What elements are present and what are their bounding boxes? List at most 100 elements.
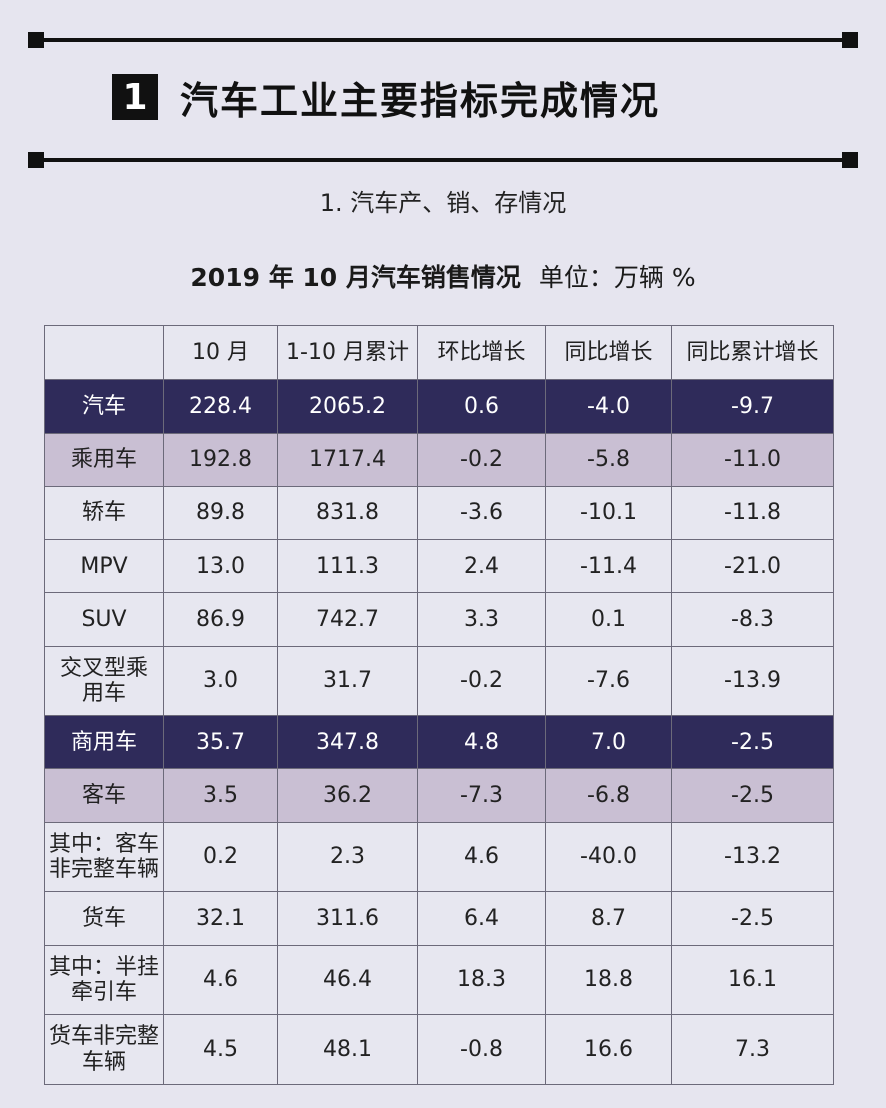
cell-yoy: 18.8 — [545, 944, 672, 1016]
row-label: 商用车 — [44, 715, 164, 770]
table-row: 汽车 228.4 2065.2 0.6 -4.0 -9.7 — [44, 379, 834, 434]
cell-yoy: 16.6 — [545, 1014, 672, 1085]
column-header: 1-10 月累计 — [277, 324, 418, 381]
cell-oct: 3.0 — [163, 645, 278, 717]
table-row: 商用车 35.7 347.8 4.8 7.0 -2.5 — [44, 715, 834, 770]
cell-oct: 192.8 — [163, 432, 278, 487]
cell-yoy-ytd: -2.5 — [671, 715, 834, 770]
cell-ytd: 311.6 — [277, 891, 418, 946]
row-label: 货车非完整 车辆 — [44, 1014, 164, 1085]
table-header-row: 10 月 1-10 月累计 环比增长 同比增长 同比累计增长 — [44, 324, 834, 381]
cell-yoy-ytd: 16.1 — [671, 944, 834, 1016]
section-heading: 1 汽车工业主要指标完成情况 — [112, 72, 661, 123]
cell-oct: 86.9 — [163, 592, 278, 647]
cell-ytd: 2065.2 — [277, 379, 418, 434]
row-label-line: 交叉型乘 — [59, 655, 148, 681]
cell-oct: 3.5 — [163, 768, 278, 823]
table-row: 其中：半挂 牵引车 4.6 46.4 18.3 18.8 16.1 — [44, 944, 834, 1016]
cell-ytd: 111.3 — [277, 539, 418, 594]
cell-mom: 0.6 — [417, 379, 546, 434]
row-label-line: 货车非完整 — [48, 1024, 159, 1050]
sales-table: 10 月 1-10 月累计 环比增长 同比增长 同比累计增长 汽车 228.4 … — [44, 324, 834, 1085]
cell-yoy-ytd: -2.5 — [671, 768, 834, 823]
table-row: SUV 86.9 742.7 3.3 0.1 -8.3 — [44, 592, 834, 647]
cell-oct: 35.7 — [163, 715, 278, 770]
cell-yoy-ytd: -8.3 — [671, 592, 834, 647]
cell-yoy: 0.1 — [545, 592, 672, 647]
cell-yoy-ytd: 7.3 — [671, 1014, 834, 1085]
row-label: 其中：客车 非完整车辆 — [44, 821, 164, 893]
cell-ytd: 36.2 — [277, 768, 418, 823]
cell-mom: -0.8 — [417, 1014, 546, 1085]
row-label: 货车 — [44, 891, 164, 946]
cell-ytd: 347.8 — [277, 715, 418, 770]
row-label-line: 牵引车 — [70, 979, 137, 1005]
cell-mom: -3.6 — [417, 485, 546, 541]
column-header: 环比增长 — [417, 324, 546, 381]
row-label: MPV — [44, 539, 164, 594]
cell-oct: 4.5 — [163, 1014, 278, 1085]
table-title-text: 2019 年 10 月汽车销售情况 — [190, 263, 521, 292]
cell-ytd: 31.7 — [277, 645, 418, 717]
cell-yoy-ytd: -21.0 — [671, 539, 834, 594]
cell-ytd: 831.8 — [277, 485, 418, 541]
row-label-line: 用车 — [81, 680, 126, 706]
cell-mom: 4.8 — [417, 715, 546, 770]
cell-mom: 18.3 — [417, 944, 546, 1016]
cell-ytd: 742.7 — [277, 592, 418, 647]
cell-yoy-ytd: -13.2 — [671, 821, 834, 893]
cell-yoy-ytd: -9.7 — [671, 379, 834, 434]
row-label: 客车 — [44, 768, 164, 823]
cell-oct: 0.2 — [163, 821, 278, 893]
table-unit: 单位：万辆 % — [538, 263, 696, 292]
table-row: 乘用车 192.8 1717.4 -0.2 -5.8 -11.0 — [44, 432, 834, 487]
cell-ytd: 48.1 — [277, 1014, 418, 1085]
cell-ytd: 2.3 — [277, 821, 418, 893]
cell-oct: 13.0 — [163, 539, 278, 594]
row-label: 轿车 — [44, 485, 164, 541]
cell-yoy: -5.8 — [545, 432, 672, 487]
cell-yoy: -40.0 — [545, 821, 672, 893]
cell-yoy: -11.4 — [545, 539, 672, 594]
section-title: 汽车工业主要指标完成情况 — [180, 78, 661, 123]
cell-yoy: -7.6 — [545, 645, 672, 717]
cell-mom: -0.2 — [417, 645, 546, 717]
subtitle: 1. 汽车产、销、存情况 — [319, 189, 567, 217]
row-label-line: 其中：半挂 — [48, 954, 159, 980]
table-row: 交叉型乘 用车 3.0 31.7 -0.2 -7.6 -13.9 — [44, 645, 834, 717]
cell-yoy: 7.0 — [545, 715, 672, 770]
cell-mom: -7.3 — [417, 768, 546, 823]
cell-ytd: 1717.4 — [277, 432, 418, 487]
row-label: 乘用车 — [44, 432, 164, 487]
bottom-rule — [28, 152, 858, 168]
top-rule — [28, 32, 858, 48]
row-label: SUV — [44, 592, 164, 647]
row-label: 交叉型乘 用车 — [44, 645, 164, 717]
cell-yoy: -4.0 — [545, 379, 672, 434]
cell-oct: 4.6 — [163, 944, 278, 1016]
row-label-line: 非完整车辆 — [48, 856, 159, 882]
table-row: 货车 32.1 311.6 6.4 8.7 -2.5 — [44, 891, 834, 946]
table-row: 客车 3.5 36.2 -7.3 -6.8 -2.5 — [44, 768, 834, 823]
cell-yoy: -6.8 — [545, 768, 672, 823]
cell-yoy-ytd: -11.0 — [671, 432, 834, 487]
cell-oct: 32.1 — [163, 891, 278, 946]
cell-mom: -0.2 — [417, 432, 546, 487]
cell-mom: 3.3 — [417, 592, 546, 647]
cell-mom: 4.6 — [417, 821, 546, 893]
cell-mom: 6.4 — [417, 891, 546, 946]
cell-yoy: -10.1 — [545, 485, 672, 541]
cell-mom: 2.4 — [417, 539, 546, 594]
column-header: 同比累计增长 — [671, 324, 834, 381]
section-number: 1 — [112, 74, 158, 120]
table-row: 轿车 89.8 831.8 -3.6 -10.1 -11.8 — [44, 485, 834, 541]
cell-oct: 228.4 — [163, 379, 278, 434]
row-label-line: 车辆 — [81, 1049, 126, 1075]
table-title: 2019 年 10 月汽车销售情况 单位：万辆 % — [0, 258, 886, 294]
cell-yoy: 8.7 — [545, 891, 672, 946]
cell-oct: 89.8 — [163, 485, 278, 541]
table-row: MPV 13.0 111.3 2.4 -11.4 -21.0 — [44, 539, 834, 594]
cell-yoy-ytd: -13.9 — [671, 645, 834, 717]
column-header: 10 月 — [163, 324, 278, 381]
row-label-line: 其中：客车 — [48, 831, 159, 857]
